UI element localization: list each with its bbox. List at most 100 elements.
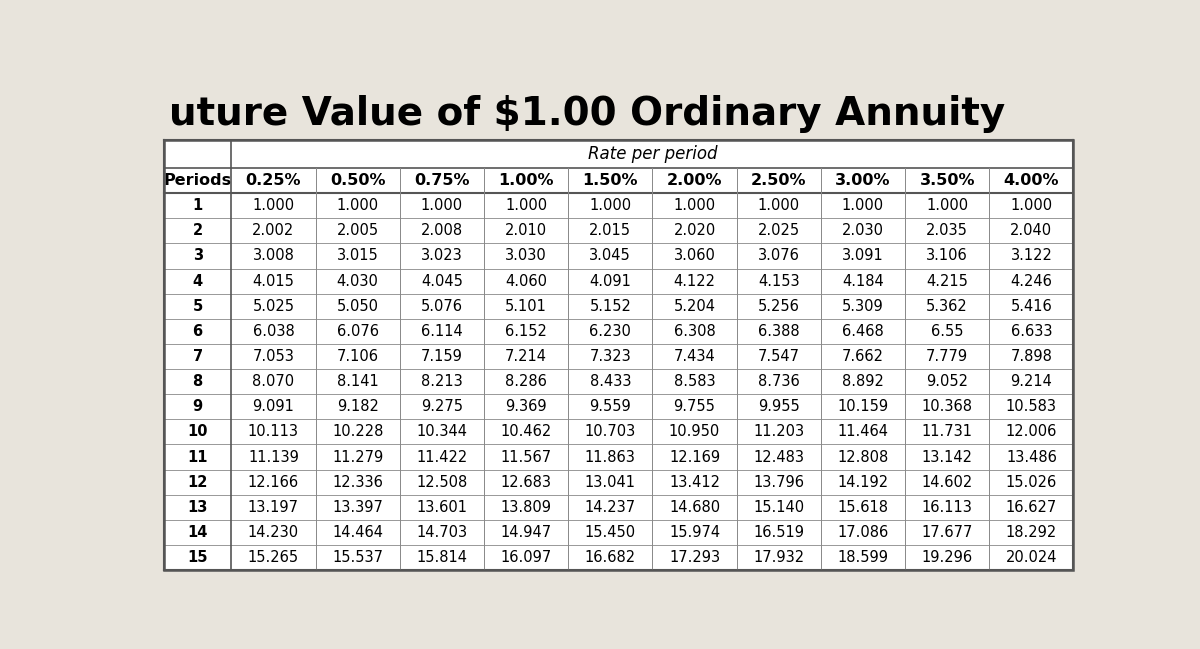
Text: 9.182: 9.182 [337, 399, 378, 414]
Text: 6.308: 6.308 [673, 324, 715, 339]
Text: 15.537: 15.537 [332, 550, 383, 565]
Text: 16.097: 16.097 [500, 550, 552, 565]
Text: 2.005: 2.005 [336, 223, 379, 238]
Text: 5: 5 [192, 299, 203, 313]
Text: 3.008: 3.008 [252, 249, 294, 263]
Text: 13.041: 13.041 [584, 474, 636, 489]
Text: 3.50%: 3.50% [919, 173, 974, 188]
Text: 10.462: 10.462 [500, 424, 552, 439]
Text: 1.000: 1.000 [589, 198, 631, 213]
Text: 6.152: 6.152 [505, 324, 547, 339]
Text: 6.076: 6.076 [337, 324, 379, 339]
Text: 3.030: 3.030 [505, 249, 547, 263]
Text: 16.519: 16.519 [754, 525, 804, 540]
Text: 1.000: 1.000 [1010, 198, 1052, 213]
Text: 5.152: 5.152 [589, 299, 631, 313]
Text: 9: 9 [192, 399, 203, 414]
Text: 4.091: 4.091 [589, 274, 631, 289]
Text: 11.731: 11.731 [922, 424, 973, 439]
Text: 1.000: 1.000 [421, 198, 463, 213]
Text: 9.091: 9.091 [252, 399, 294, 414]
Text: 5.076: 5.076 [421, 299, 463, 313]
Text: 1.000: 1.000 [336, 198, 379, 213]
Text: 7.214: 7.214 [505, 349, 547, 364]
Text: 1.50%: 1.50% [582, 173, 638, 188]
Text: 8.141: 8.141 [337, 374, 378, 389]
Text: 11: 11 [187, 450, 208, 465]
Text: 5.309: 5.309 [842, 299, 884, 313]
Text: 12.006: 12.006 [1006, 424, 1057, 439]
Text: 20.024: 20.024 [1006, 550, 1057, 565]
Text: 10.368: 10.368 [922, 399, 973, 414]
Text: 1.000: 1.000 [757, 198, 799, 213]
Text: 5.050: 5.050 [337, 299, 379, 313]
Text: 12.683: 12.683 [500, 474, 552, 489]
Text: 17.086: 17.086 [838, 525, 888, 540]
Text: Rate per period: Rate per period [588, 145, 718, 163]
Text: 5.025: 5.025 [252, 299, 294, 313]
Text: 9.559: 9.559 [589, 399, 631, 414]
Text: 11.567: 11.567 [500, 450, 552, 465]
Text: 11.863: 11.863 [584, 450, 636, 465]
Text: 8.892: 8.892 [842, 374, 884, 389]
Text: 7.779: 7.779 [926, 349, 968, 364]
Text: 1.000: 1.000 [252, 198, 294, 213]
Text: 4.060: 4.060 [505, 274, 547, 289]
Text: 15: 15 [187, 550, 208, 565]
Text: 8.583: 8.583 [673, 374, 715, 389]
Text: 5.256: 5.256 [757, 299, 799, 313]
Text: 19.296: 19.296 [922, 550, 973, 565]
Text: 14.680: 14.680 [668, 500, 720, 515]
Text: 14.947: 14.947 [500, 525, 552, 540]
Text: 2.035: 2.035 [926, 223, 968, 238]
Text: 12.508: 12.508 [416, 474, 468, 489]
Text: 2.010: 2.010 [505, 223, 547, 238]
Text: 7.323: 7.323 [589, 349, 631, 364]
Text: 2.020: 2.020 [673, 223, 715, 238]
Text: 3.023: 3.023 [421, 249, 463, 263]
Text: 4.015: 4.015 [252, 274, 294, 289]
Text: 2.50%: 2.50% [751, 173, 806, 188]
Text: 1.000: 1.000 [505, 198, 547, 213]
Text: 10.344: 10.344 [416, 424, 467, 439]
Text: 9.955: 9.955 [758, 399, 799, 414]
Text: 13.197: 13.197 [248, 500, 299, 515]
Text: 5.101: 5.101 [505, 299, 547, 313]
Text: 10.950: 10.950 [668, 424, 720, 439]
Text: 14.230: 14.230 [248, 525, 299, 540]
Text: uture Value of $1.00 Ordinary Annuity: uture Value of $1.00 Ordinary Annuity [168, 95, 1004, 134]
Text: 3.076: 3.076 [757, 249, 799, 263]
Text: 10: 10 [187, 424, 208, 439]
Text: 11.203: 11.203 [754, 424, 804, 439]
Text: 3: 3 [192, 249, 203, 263]
Text: 11.279: 11.279 [332, 450, 383, 465]
Text: 3.060: 3.060 [673, 249, 715, 263]
Text: 1: 1 [192, 198, 203, 213]
Text: 11.464: 11.464 [838, 424, 888, 439]
Text: 10.703: 10.703 [584, 424, 636, 439]
Text: 7.159: 7.159 [421, 349, 463, 364]
Text: 16.627: 16.627 [1006, 500, 1057, 515]
Text: Periods: Periods [163, 173, 232, 188]
Text: 15.450: 15.450 [584, 525, 636, 540]
Text: 18.292: 18.292 [1006, 525, 1057, 540]
Text: 4.153: 4.153 [758, 274, 799, 289]
Text: 14.192: 14.192 [838, 474, 888, 489]
Text: 17.932: 17.932 [754, 550, 804, 565]
Text: 13.412: 13.412 [670, 474, 720, 489]
Text: 11.139: 11.139 [248, 450, 299, 465]
Text: 8.286: 8.286 [505, 374, 547, 389]
Text: 9.275: 9.275 [421, 399, 463, 414]
Text: 4.030: 4.030 [337, 274, 378, 289]
Text: 16.113: 16.113 [922, 500, 973, 515]
Text: 8.070: 8.070 [252, 374, 294, 389]
Text: 7.053: 7.053 [252, 349, 294, 364]
Text: 2.002: 2.002 [252, 223, 294, 238]
Text: 13.397: 13.397 [332, 500, 383, 515]
Text: 1.000: 1.000 [842, 198, 884, 213]
Text: 10.583: 10.583 [1006, 399, 1057, 414]
Text: 15.974: 15.974 [668, 525, 720, 540]
Text: 1.000: 1.000 [673, 198, 715, 213]
Text: 2.025: 2.025 [757, 223, 799, 238]
Text: 6: 6 [192, 324, 203, 339]
